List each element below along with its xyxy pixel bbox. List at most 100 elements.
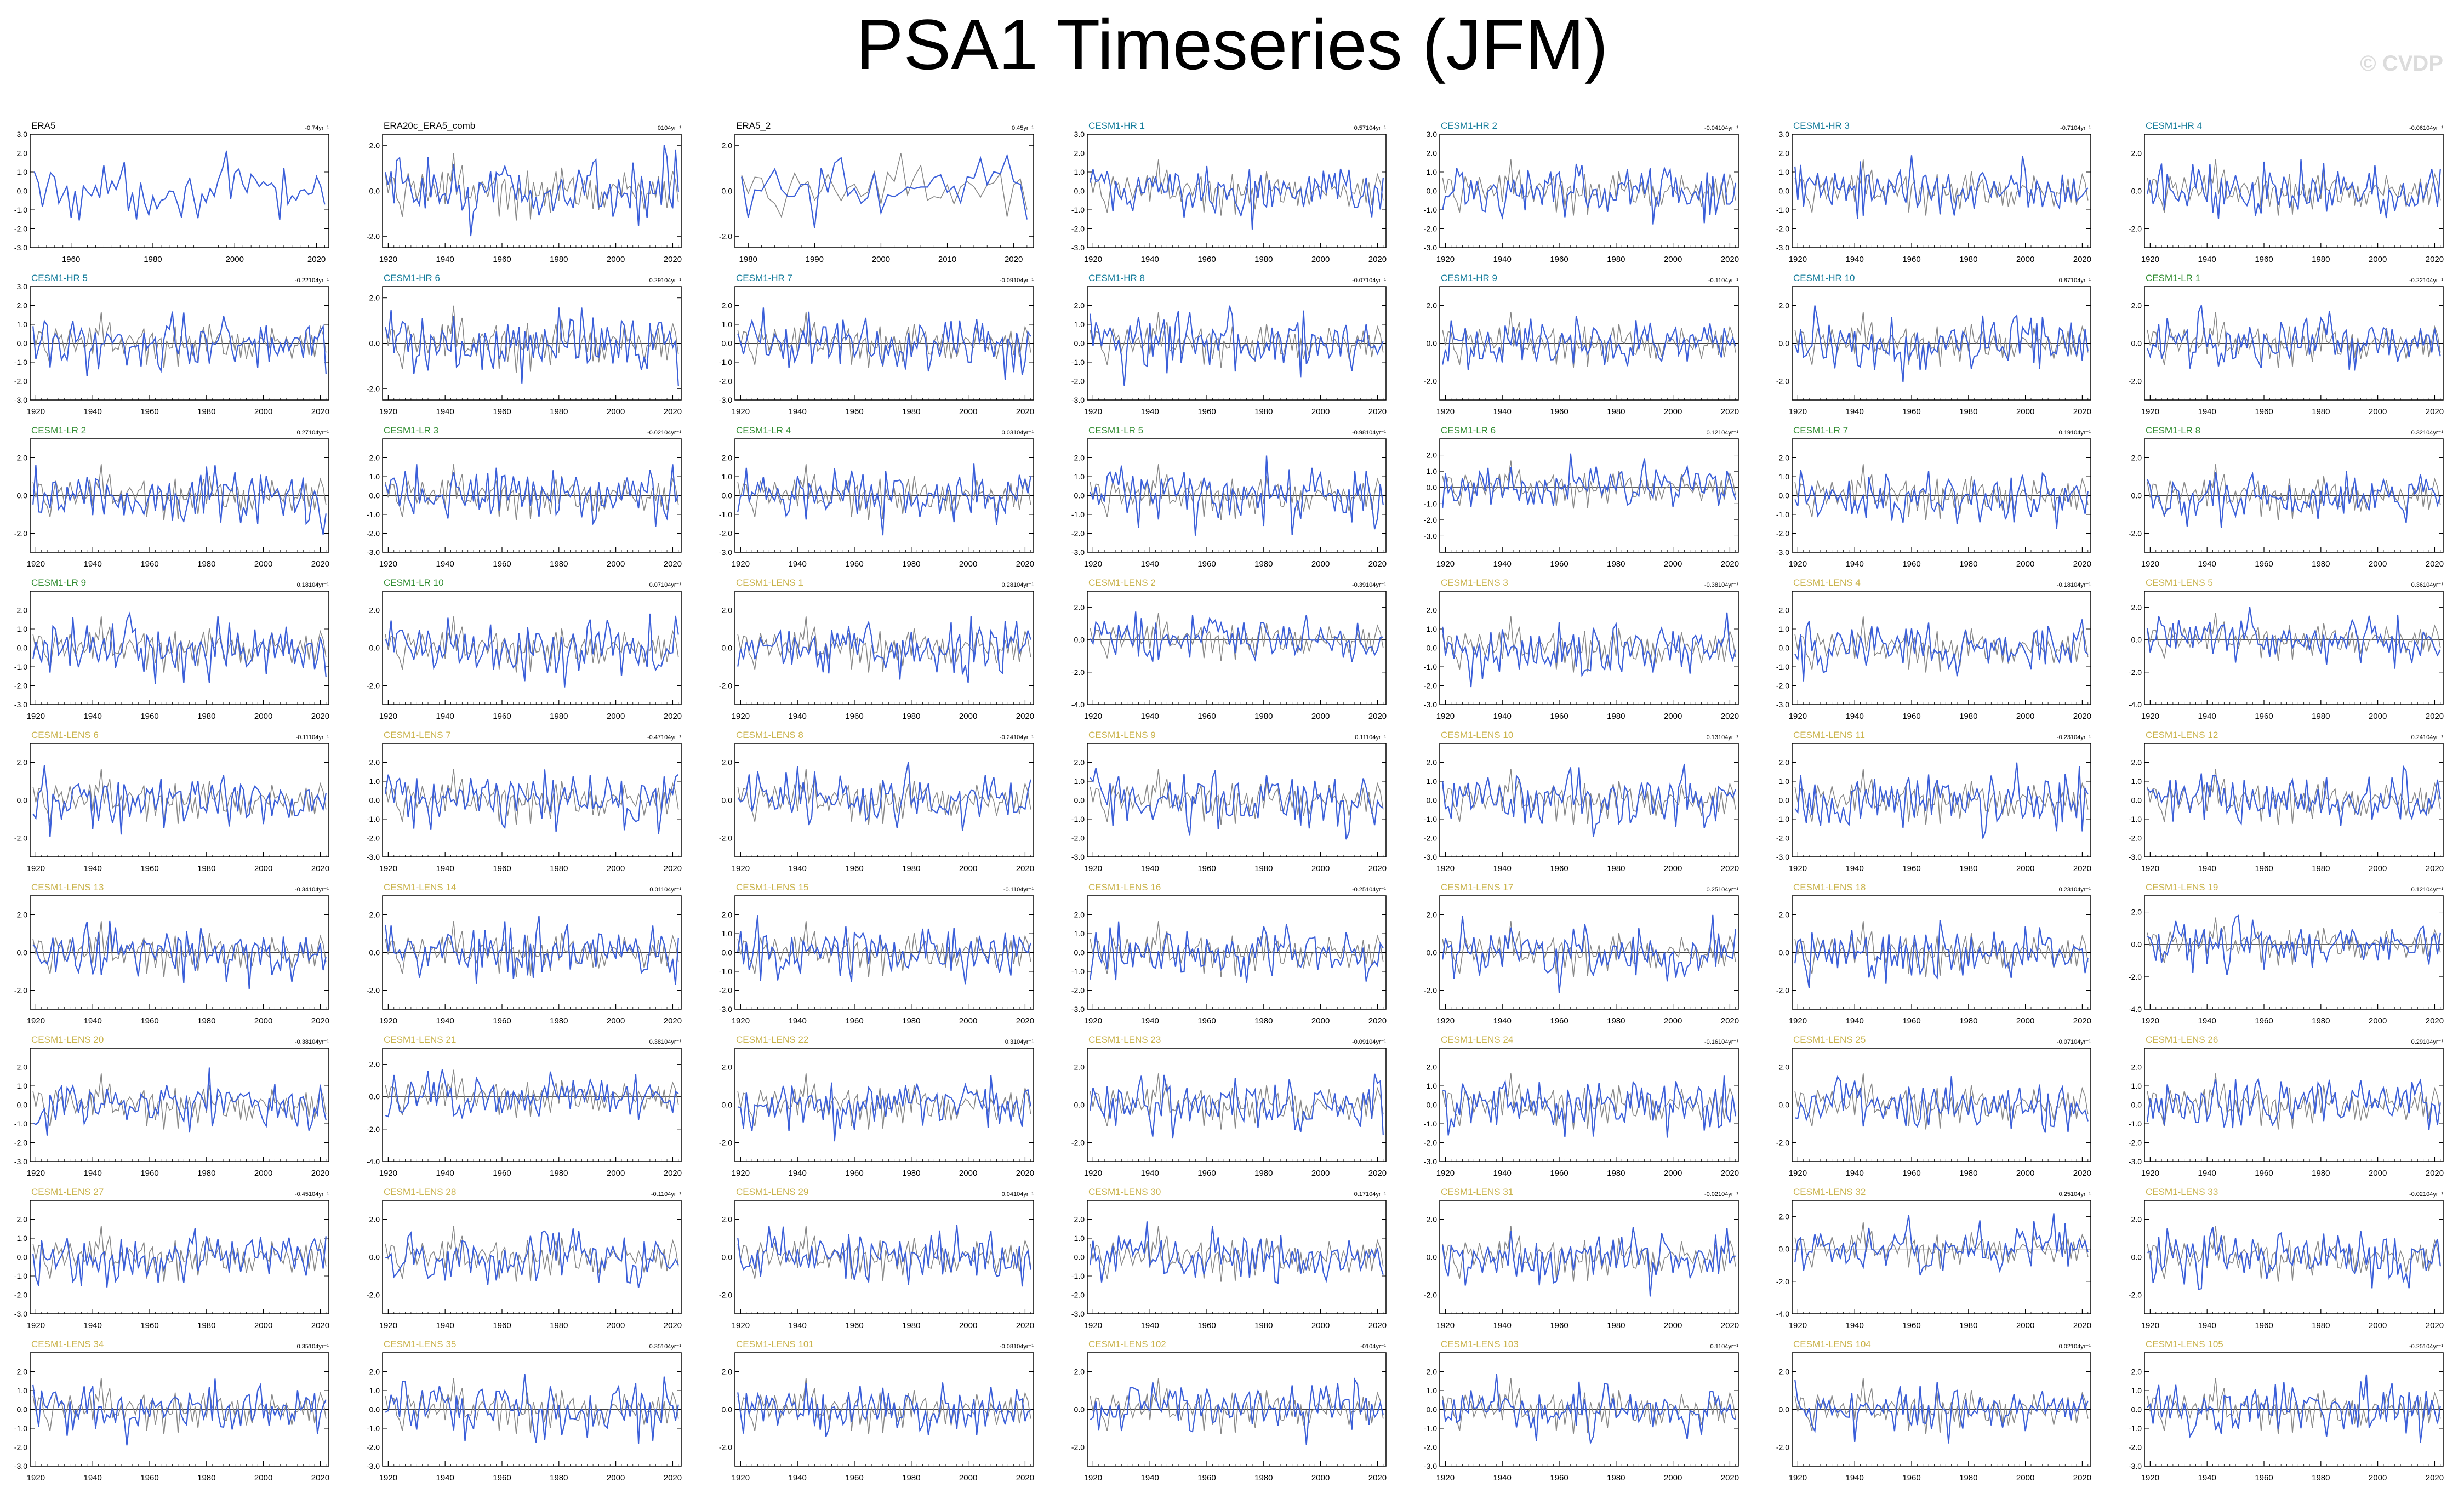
x-tick-label: 2000 xyxy=(2016,712,2034,721)
x-tick-label: 1940 xyxy=(84,712,102,721)
x-tick-label: 1960 xyxy=(140,1321,158,1330)
y-tick-label: -2.0 xyxy=(1071,225,1085,233)
y-tick-label: -2.0 xyxy=(2129,529,2142,538)
x-tick-label: 2020 xyxy=(1368,1321,1387,1330)
x-tick-label: 2020 xyxy=(1016,1016,1034,1026)
x-tick-label: 1920 xyxy=(1436,712,1455,721)
panel-title: CESM1-LENS 16 xyxy=(1088,882,1161,892)
x-tick-label: 1940 xyxy=(1141,1016,1159,1026)
y-tick-label: 1.0 xyxy=(17,625,28,633)
x-tick-label: 2020 xyxy=(307,255,326,264)
y-tick-label: -1.0 xyxy=(14,662,27,671)
y-tick-label: -2.0 xyxy=(719,232,732,241)
trend-label: 0.35104yr⁻¹ xyxy=(297,1343,329,1350)
panel-title: CESM1-LENS 7 xyxy=(384,730,451,740)
y-tick-label: 1.0 xyxy=(1427,467,1438,476)
x-tick-label: 2020 xyxy=(311,1016,329,1026)
timeseries-panel: CESM1-LENS 16 -0.25104yr⁻¹ 2.0 1.0 0.0 -1.0 -2… xyxy=(1071,882,1387,1026)
y-tick-label: -2.0 xyxy=(1776,834,1789,843)
y-tick-label: -3.0 xyxy=(14,396,27,404)
model-series-line xyxy=(1794,155,2089,219)
y-tick-label: 2.0 xyxy=(1779,911,1790,919)
x-tick-label: 1980 xyxy=(2312,1169,2330,1178)
timeseries-panel: CESM1-LENS 8 -0.24104yr⁻¹ 2.0 0.0 -2.0 1920 19… xyxy=(719,730,1034,873)
y-tick-label: -3.0 xyxy=(1424,531,1437,540)
y-tick-label: -1.0 xyxy=(1424,815,1437,823)
trend-label: -0.39104yr⁻¹ xyxy=(1352,582,1386,588)
y-tick-label: -3.0 xyxy=(14,243,27,252)
trend-label: 0.24104yr⁻¹ xyxy=(2411,734,2444,741)
observation-series-line xyxy=(32,312,327,368)
observation-series-line xyxy=(32,616,327,673)
y-tick-label: 1.0 xyxy=(1074,1234,1085,1243)
y-tick-label: -2.0 xyxy=(14,1291,27,1300)
y-tick-label: 0.0 xyxy=(722,1253,733,1262)
y-tick-label: 2.0 xyxy=(17,454,28,462)
y-tick-label: -3.0 xyxy=(1776,548,1789,557)
x-tick-label: 1980 xyxy=(550,1473,568,1483)
panel-title: CESM1-HR 4 xyxy=(2146,121,2202,131)
x-tick-label: 2000 xyxy=(959,864,977,873)
x-tick-label: 1920 xyxy=(1084,1016,1102,1026)
y-tick-label: -3.0 xyxy=(1071,853,1085,861)
y-tick-label: -3.0 xyxy=(2129,853,2142,861)
timeseries-panel: CESM1-LENS 10 0.13104yr⁻¹ 2.0 1.0 0.0 -1.0 -2.… xyxy=(1424,730,1739,873)
x-tick-label: 1960 xyxy=(493,1169,511,1178)
trend-label: 0.36104yr⁻¹ xyxy=(2411,582,2444,588)
x-tick-label: 1940 xyxy=(1493,1321,1512,1330)
trend-label: 0.03104yr⁻¹ xyxy=(1002,430,1034,436)
timeseries-panel: CESM1-LR 1 -0.22104yr⁻¹ 2.0 0.0 -2.0 1920 1940… xyxy=(2129,273,2444,416)
x-tick-label: 2020 xyxy=(1016,559,1034,569)
x-tick-label: 2020 xyxy=(1016,407,1034,416)
x-tick-label: 1960 xyxy=(2255,255,2273,264)
x-tick-label: 2000 xyxy=(254,559,272,569)
x-tick-label: 1960 xyxy=(1902,864,1920,873)
y-tick-label: -2.0 xyxy=(2129,1291,2142,1300)
y-tick-label: -2.0 xyxy=(1424,834,1437,843)
x-tick-label: 1980 xyxy=(550,1169,568,1178)
y-tick-label: 2.0 xyxy=(17,301,28,310)
x-tick-label: 1980 xyxy=(2312,255,2330,264)
x-tick-label: 2020 xyxy=(2073,1321,2091,1330)
x-tick-label: 1940 xyxy=(1846,1321,1864,1330)
panel-title: CESM1-LR 1 xyxy=(2146,273,2200,283)
x-tick-label: 1960 xyxy=(2255,407,2273,416)
x-tick-label: 2020 xyxy=(1368,559,1387,569)
timeseries-panel: CESM1-LENS 19 0.12104yr⁻¹ 2.0 0.0 -2.0 -4.0 19… xyxy=(2129,882,2444,1026)
y-tick-label: 1.0 xyxy=(1074,472,1085,481)
panel-title: CESM1-LR 10 xyxy=(384,577,444,588)
y-tick-label: -1.0 xyxy=(1071,1272,1085,1280)
panel-title: CESM1-LR 3 xyxy=(384,425,438,436)
x-tick-label: 2020 xyxy=(311,407,329,416)
x-tick-label: 1960 xyxy=(493,1473,511,1483)
panel-frame xyxy=(2144,895,2444,1010)
x-tick-label: 1920 xyxy=(379,255,397,264)
x-tick-label: 1920 xyxy=(732,1016,750,1026)
x-tick-label: 1960 xyxy=(1197,1169,1216,1178)
timeseries-panel: CESM1-LENS 35 0.35104yr⁻¹ 2.0 1.0 0.0 -1.0 -2.… xyxy=(367,1339,682,1483)
model-series-line xyxy=(1794,920,2089,988)
x-tick-label: 1960 xyxy=(1902,559,1920,569)
panel-title: CESM1-LENS 20 xyxy=(31,1034,104,1045)
x-tick-label: 2000 xyxy=(254,712,272,721)
x-tick-label: 1920 xyxy=(2141,559,2159,569)
x-tick-label: 1940 xyxy=(1493,1169,1512,1178)
x-tick-label: 1940 xyxy=(1141,864,1159,873)
y-tick-label: -2.0 xyxy=(14,1443,27,1452)
x-tick-label: 2020 xyxy=(1721,255,1739,264)
x-tick-label: 2020 xyxy=(2073,407,2091,416)
x-tick-label: 1960 xyxy=(1550,1169,1568,1178)
panel-title: CESM1-HR 8 xyxy=(1088,273,1145,283)
panel-title: CESM1-LENS 24 xyxy=(1441,1034,1513,1045)
x-tick-label: 1980 xyxy=(1254,1016,1273,1026)
x-tick-label: 1920 xyxy=(27,1169,45,1178)
x-tick-label: 1980 xyxy=(902,1169,920,1178)
y-tick-label: -2.0 xyxy=(1776,986,1789,995)
model-series-line xyxy=(385,1228,679,1288)
y-tick-label: 0.0 xyxy=(2131,1101,2142,1109)
x-tick-label: 1940 xyxy=(84,1473,102,1483)
y-tick-label: -3.0 xyxy=(14,1309,27,1318)
trend-label: -0.04104yr⁻¹ xyxy=(1704,125,1738,131)
observation-series-line xyxy=(2147,1226,2441,1282)
y-tick-label: 1.0 xyxy=(722,320,733,329)
